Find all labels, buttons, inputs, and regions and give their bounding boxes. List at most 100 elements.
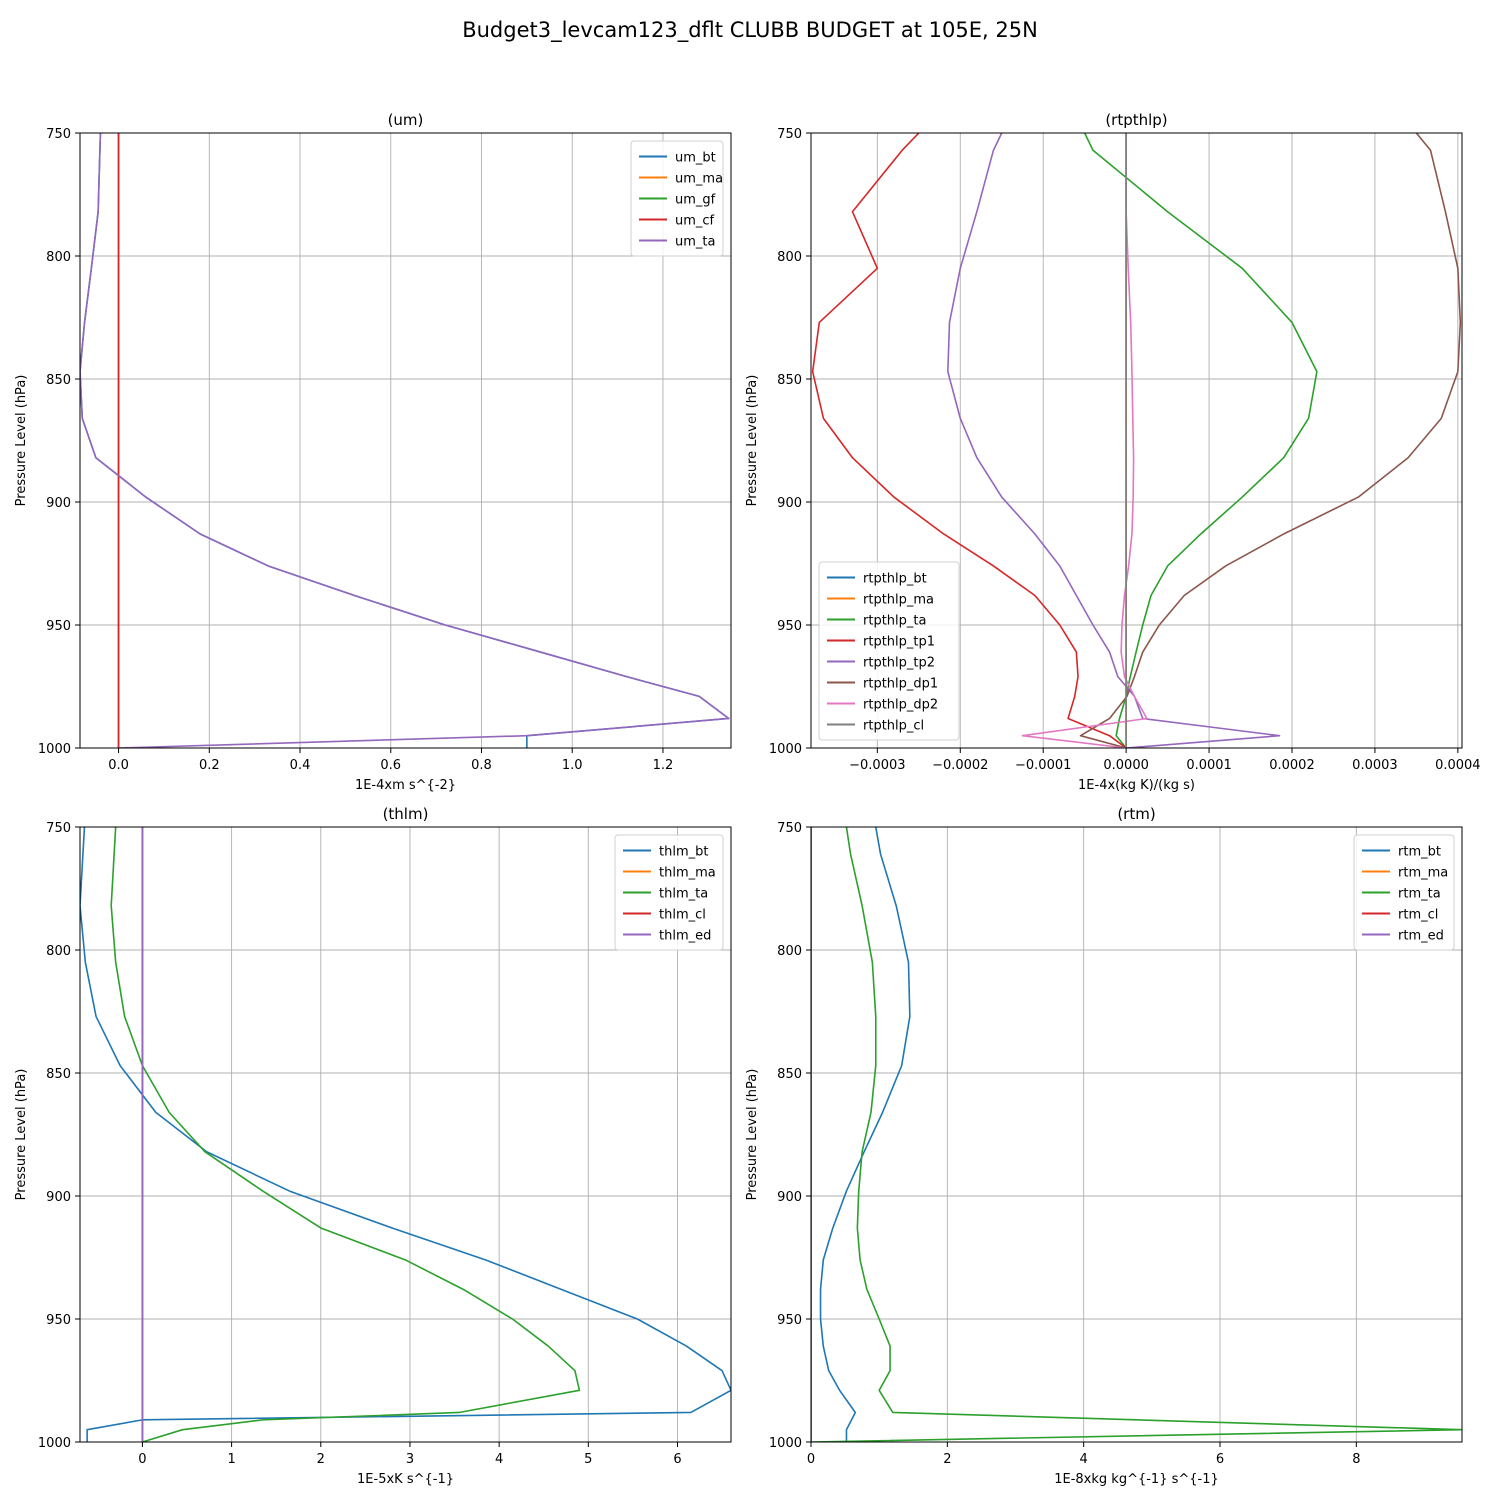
legend-label-rtm_ma: rtm_ma <box>1398 866 1448 881</box>
y-tick-label: 950 <box>777 1313 802 1328</box>
x-axis-label: 1E-4x(kg K)/(kg s) <box>1078 778 1195 793</box>
series-line-rtpthlp_dp1 <box>1079 133 1462 748</box>
x-axis-label: 1E-5xK s^{-1} <box>357 1472 454 1487</box>
figure-suptitle: Budget3_levcam123_dflt CLUBB BUDGET at 1… <box>462 18 1038 43</box>
legend-label-rtpthlp_cl: rtpthlp_cl <box>863 719 924 734</box>
y-tick-label: 800 <box>777 944 802 959</box>
x-tick-label: 6 <box>1216 1452 1224 1467</box>
series-line-rtm_ta <box>811 827 1462 1442</box>
y-tick-label: 1000 <box>769 1436 802 1451</box>
y-tick-label: 900 <box>46 496 71 511</box>
panel-thlm: 0 1 2 3 4 5 6 750 800 850 900 950 1000 (thlm) 1E-5xK s… <box>14 805 732 1487</box>
y-tick-label: 900 <box>777 496 802 511</box>
x-tick-label: 2 <box>317 1452 325 1467</box>
y-tick-label: 850 <box>46 1067 71 1082</box>
y-tick-label: 1000 <box>769 742 802 757</box>
series-line-rtpthlp_tp1 <box>811 133 1127 748</box>
x-tick-label: 1 <box>227 1452 235 1467</box>
y-tick-label: 950 <box>777 619 802 634</box>
y-tick-label: 800 <box>46 250 71 265</box>
x-axis-label: 1E-8xkg kg^{-1} s^{-1} <box>1054 1472 1219 1487</box>
legend-label-rtm_cl: rtm_cl <box>1398 908 1438 923</box>
x-tick-label: 4 <box>495 1452 503 1467</box>
legend-label-thlm_ma: thlm_ma <box>659 866 716 881</box>
y-tick-label: 900 <box>46 1190 71 1205</box>
x-tick-label: 0.0001 <box>1186 758 1232 773</box>
legend-label-rtm_ta: rtm_ta <box>1398 887 1441 902</box>
legend-box <box>614 834 724 951</box>
legend-label-rtpthlp_ma: rtpthlp_ma <box>863 593 934 608</box>
y-tick-label: 750 <box>777 127 802 142</box>
plot-frame <box>810 132 1463 749</box>
panel-title: (rtm) <box>1117 805 1155 823</box>
series-line-rtm_bt <box>819 827 911 1442</box>
y-tick-label: 850 <box>777 373 802 388</box>
series-group <box>80 827 731 1442</box>
series-line-rtpthlp_dp2 <box>1021 133 1148 748</box>
legend-label-um_ta: um_ta <box>675 235 715 250</box>
panel-rtpthlp: −0.0003 −0.0002 −0.0001 0.0000 0.0001 0.0002 0… <box>745 111 1481 793</box>
legend-label-thlm_ta: thlm_ta <box>659 887 708 902</box>
panel-title: (thlm) <box>383 805 429 823</box>
legend: rtpthlp_bt rtpthlp_ma rtpthlp_ta rtpthlp_tp… <box>818 561 960 741</box>
legend-label-um_cf: um_cf <box>675 214 715 229</box>
x-tick-label: 1.0 <box>562 758 583 773</box>
y-tick-label: 750 <box>777 821 802 836</box>
x-tick-label: 0.8 <box>471 758 492 773</box>
plot-frame <box>79 826 732 1443</box>
legend-label-rtm_bt: rtm_bt <box>1398 845 1441 860</box>
panel-title: (um) <box>388 111 424 129</box>
legend-label-rtpthlp_tp2: rtpthlp_tp2 <box>863 656 935 671</box>
legend-box <box>818 561 960 741</box>
x-tick-label: −0.0002 <box>932 758 988 773</box>
y-tick-label: 1000 <box>38 1436 71 1451</box>
y-axis-label: Pressure Level (hPa) <box>745 1069 760 1201</box>
plot-frame <box>79 132 732 749</box>
x-tick-label: 0 <box>807 1452 815 1467</box>
legend-label-um_bt: um_bt <box>675 151 716 166</box>
legend-label-rtpthlp_bt: rtpthlp_bt <box>863 572 927 587</box>
x-tick-label: 0.6 <box>380 758 401 773</box>
plot-frame <box>810 826 1463 1443</box>
panel-title: (rtpthlp) <box>1105 111 1167 129</box>
y-tick-label: 750 <box>46 821 71 836</box>
x-tick-label: 8 <box>1352 1452 1360 1467</box>
legend-box <box>1353 834 1455 951</box>
x-tick-label: 6 <box>673 1452 681 1467</box>
x-tick-label: 0.4 <box>290 758 311 773</box>
panel-um: 0.0 0.2 0.4 0.6 0.8 1.0 1.2 750 800 850 900 950 1000… <box>14 111 732 793</box>
y-tick-label: 950 <box>46 619 71 634</box>
series-line-um_ta <box>80 133 730 748</box>
series-line-thlm_ta <box>110 827 581 1442</box>
x-tick-label: 0.0004 <box>1435 758 1481 773</box>
x-tick-label: 4 <box>1080 1452 1088 1467</box>
x-tick-label: 0.0000 <box>1103 758 1149 773</box>
y-tick-label: 800 <box>777 250 802 265</box>
legend-label-thlm_bt: thlm_bt <box>659 845 708 860</box>
legend-label-rtpthlp_tp1: rtpthlp_tp1 <box>863 635 935 650</box>
legend-box <box>630 140 724 257</box>
x-tick-label: 0.2 <box>199 758 220 773</box>
legend-label-thlm_cl: thlm_cl <box>659 908 706 923</box>
x-tick-label: 0.0002 <box>1269 758 1315 773</box>
x-tick-label: 1.2 <box>653 758 674 773</box>
plot-area <box>80 133 731 748</box>
legend-label-rtpthlp_dp2: rtpthlp_dp2 <box>863 698 938 713</box>
series-group <box>80 133 730 748</box>
series-group <box>811 133 1462 748</box>
legend: um_bt um_ma um_gf um_cf um_ta <box>630 140 724 257</box>
legend-label-um_gf: um_gf <box>675 193 716 208</box>
y-tick-label: 750 <box>46 127 71 142</box>
y-axis-label: Pressure Level (hPa) <box>745 375 760 507</box>
y-tick-label: 950 <box>46 1313 71 1328</box>
x-tick-label: −0.0003 <box>849 758 905 773</box>
x-tick-label: 0.0003 <box>1352 758 1398 773</box>
series-group <box>811 827 1462 1442</box>
x-tick-label: 3 <box>406 1452 414 1467</box>
legend: thlm_bt thlm_ma thlm_ta thlm_cl thlm_ed <box>614 834 724 951</box>
series-line-thlm_bt <box>80 827 731 1442</box>
y-tick-label: 850 <box>777 1067 802 1082</box>
y-tick-label: 850 <box>46 373 71 388</box>
panel-rtm: 0 2 4 6 8 750 800 850 900 950 1000 (rtm) 1E-8xkg kg^… <box>745 805 1463 1487</box>
